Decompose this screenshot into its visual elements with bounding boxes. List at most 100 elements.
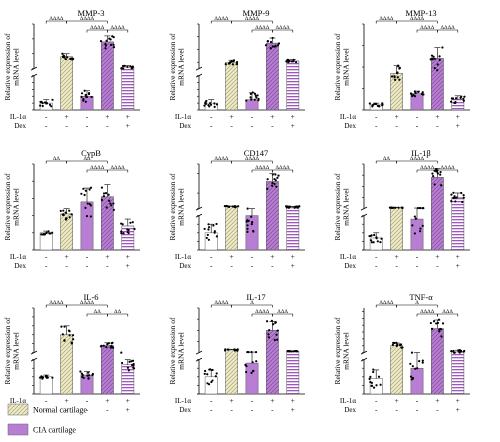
- significance-label: ΔΔΔΔ: [420, 309, 435, 315]
- dex-sign: -: [251, 261, 254, 270]
- data-point: [48, 232, 51, 235]
- significance-label: ΔΔΔΔ: [90, 165, 105, 171]
- data-point: [84, 189, 87, 192]
- il1a-sign: +: [64, 252, 68, 261]
- data-point: [437, 318, 441, 321]
- data-point: [380, 237, 383, 240]
- dex-sign: -: [251, 121, 254, 130]
- significance-label: ΔΔΔΔ: [245, 156, 260, 162]
- data-point: [121, 223, 124, 226]
- significance-label: ΔΔΔΔ: [410, 156, 425, 162]
- data-point: [100, 198, 103, 201]
- data-point: [454, 101, 457, 104]
- dex-sign: -: [395, 405, 398, 414]
- data-point: [370, 239, 373, 242]
- data-point: [266, 178, 269, 181]
- data-point: [370, 234, 373, 237]
- significance-label: ΔΔΔΔ: [276, 25, 291, 31]
- data-point: [393, 75, 396, 78]
- data-point: [215, 103, 219, 106]
- dex-sign: -: [395, 261, 398, 270]
- data-point: [432, 320, 436, 323]
- data-point: [129, 65, 132, 68]
- dex-sign: -: [230, 261, 233, 270]
- data-point: [254, 350, 258, 354]
- data-point: [213, 102, 216, 105]
- data-point: [207, 223, 210, 226]
- bar: [121, 364, 135, 395]
- bar: [390, 73, 403, 111]
- data-point: [102, 195, 105, 198]
- data-point: [104, 47, 107, 50]
- il1a-sign: -: [45, 252, 48, 261]
- panel-title: IL-17: [246, 292, 265, 302]
- data-point: [102, 192, 106, 195]
- data-point: [391, 206, 394, 209]
- data-point: [232, 59, 236, 62]
- data-point: [381, 103, 384, 106]
- data-point: [72, 338, 75, 341]
- data-point: [440, 335, 443, 338]
- data-point: [295, 205, 298, 208]
- data-point: [285, 60, 288, 63]
- dex-sign: -: [65, 261, 68, 270]
- data-point: [51, 98, 54, 101]
- row-label-il1a: IL-1α: [340, 113, 356, 121]
- data-point: [89, 204, 93, 207]
- data-point: [250, 222, 253, 226]
- significance-label: ΔΔΔΔ: [420, 165, 435, 171]
- data-point: [91, 372, 95, 376]
- il1a-sign: +: [64, 396, 68, 405]
- data-point: [110, 204, 113, 207]
- data-point: [430, 327, 434, 330]
- data-point: [215, 372, 218, 375]
- significance-label: ΔΔΔΔ: [90, 25, 105, 31]
- data-point: [419, 227, 422, 230]
- data-point: [436, 63, 439, 66]
- data-point: [68, 330, 71, 333]
- data-point: [252, 230, 255, 233]
- data-point: [414, 217, 417, 220]
- data-point: [294, 61, 298, 64]
- data-point: [418, 206, 421, 210]
- row-label-dex: Dex: [344, 262, 356, 270]
- data-point: [269, 40, 273, 44]
- il1a-sign: +: [291, 396, 295, 405]
- data-point: [102, 344, 105, 347]
- data-point: [205, 236, 208, 240]
- row-label-il1a: IL-1α: [175, 113, 191, 121]
- data-point: [459, 96, 462, 99]
- bar: [60, 56, 73, 111]
- data-point: [276, 44, 279, 47]
- data-point: [84, 93, 87, 97]
- data-point: [82, 97, 85, 101]
- il1a-sign: +: [126, 396, 130, 405]
- bar: [431, 58, 444, 111]
- il1a-sign: -: [86, 112, 89, 121]
- data-point: [120, 232, 123, 235]
- row-label-dex: Dex: [344, 122, 356, 130]
- il1a-sign: -: [416, 396, 419, 405]
- data-point: [127, 231, 130, 235]
- data-point: [70, 341, 73, 344]
- data-point: [414, 367, 417, 370]
- row-label-dex: Dex: [179, 262, 191, 270]
- data-point: [204, 101, 207, 104]
- dex-sign: +: [126, 261, 130, 270]
- data-point: [80, 192, 83, 195]
- data-point: [126, 65, 129, 68]
- data-point: [112, 46, 116, 49]
- data-point: [264, 44, 268, 47]
- significance-label: ΔΔΔΔ: [379, 16, 394, 22]
- il1a-sign: +: [435, 396, 439, 405]
- significance-label: ΔΔΔΔ: [245, 16, 260, 22]
- data-point: [104, 44, 108, 47]
- data-point: [112, 202, 115, 205]
- data-point: [112, 208, 115, 211]
- data-point: [246, 207, 249, 210]
- data-point: [246, 227, 249, 231]
- data-point: [206, 382, 209, 385]
- panel-mmp-13: MMP-13 Relative expression ofmRNA level ΔΔ…: [333, 8, 470, 130]
- data-point: [207, 228, 210, 231]
